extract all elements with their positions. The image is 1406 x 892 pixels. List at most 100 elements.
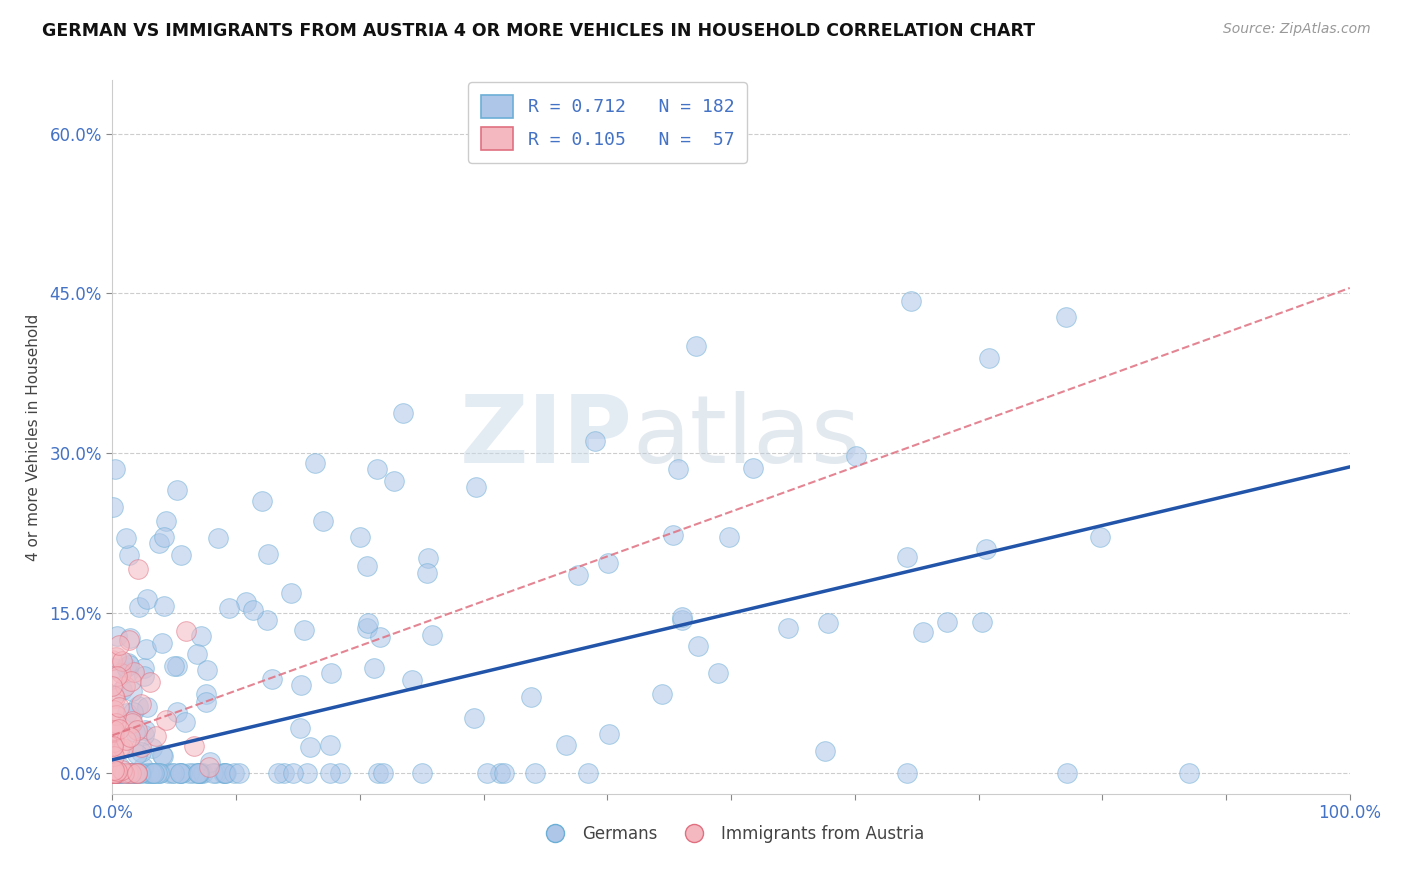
Point	[103, 739, 125, 753]
Point	[463, 711, 485, 725]
Point	[685, 339, 707, 353]
Point	[707, 665, 730, 680]
Point	[391, 406, 413, 420]
Point	[583, 434, 606, 449]
Point	[896, 765, 918, 780]
Point	[356, 558, 378, 573]
Point	[141, 765, 163, 780]
Point	[103, 748, 125, 763]
Point	[115, 532, 138, 546]
Point	[101, 765, 124, 780]
Point	[319, 665, 342, 680]
Point	[224, 765, 246, 780]
Point	[778, 621, 800, 635]
Point	[977, 351, 1000, 365]
Point	[211, 765, 233, 780]
Point	[187, 765, 209, 780]
Point	[104, 716, 127, 731]
Point	[304, 456, 326, 470]
Point	[845, 449, 868, 463]
Point	[367, 765, 389, 780]
Point	[194, 687, 217, 701]
Point	[201, 765, 224, 780]
Point	[136, 699, 159, 714]
Point	[215, 765, 238, 780]
Point	[817, 615, 839, 630]
Point	[107, 765, 129, 780]
Point	[117, 765, 139, 780]
Point	[420, 628, 443, 642]
Point	[145, 729, 167, 743]
Point	[107, 765, 129, 780]
Point	[183, 739, 205, 753]
Point	[207, 531, 229, 545]
Point	[155, 713, 177, 727]
Point	[108, 741, 131, 756]
Point	[489, 765, 512, 780]
Point	[127, 562, 149, 576]
Point	[101, 741, 124, 756]
Point	[146, 765, 169, 780]
Point	[118, 632, 141, 647]
Point	[356, 621, 378, 635]
Point	[124, 725, 146, 739]
Point	[195, 663, 218, 677]
Point	[118, 657, 141, 672]
Point	[125, 723, 148, 737]
Point	[114, 660, 136, 674]
Point	[136, 765, 159, 780]
Y-axis label: 4 or more Vehicles in Household: 4 or more Vehicles in Household	[27, 313, 41, 561]
Point	[121, 714, 143, 729]
Point	[104, 690, 127, 705]
Point	[319, 739, 342, 753]
Point	[181, 765, 204, 780]
Point	[105, 669, 128, 683]
Point	[262, 673, 284, 687]
Point	[132, 660, 155, 674]
Point	[103, 661, 125, 675]
Point	[163, 658, 186, 673]
Point	[115, 765, 138, 780]
Point	[312, 514, 335, 528]
Point	[197, 759, 219, 773]
Point	[121, 765, 143, 780]
Point	[288, 721, 311, 735]
Point	[111, 682, 134, 697]
Point	[103, 723, 125, 737]
Point	[292, 623, 315, 637]
Point	[129, 746, 152, 760]
Point	[127, 699, 149, 714]
Point	[153, 599, 176, 613]
Point	[125, 765, 148, 780]
Point	[135, 642, 157, 657]
Point	[205, 765, 228, 780]
Point	[177, 765, 200, 780]
Point	[110, 765, 132, 780]
Point	[214, 765, 236, 780]
Point	[104, 650, 127, 665]
Point	[242, 602, 264, 616]
Point	[814, 744, 837, 758]
Point	[256, 613, 278, 627]
Point	[718, 530, 741, 544]
Point	[104, 765, 127, 780]
Point	[492, 765, 515, 780]
Point	[104, 765, 127, 780]
Point	[128, 600, 150, 615]
Point	[160, 765, 183, 780]
Point	[200, 755, 222, 769]
Point	[114, 679, 136, 693]
Point	[110, 666, 132, 681]
Point	[900, 294, 922, 309]
Point	[666, 462, 689, 476]
Point	[142, 765, 165, 780]
Point	[153, 530, 176, 544]
Point	[152, 748, 174, 763]
Point	[190, 629, 212, 643]
Point	[107, 699, 129, 714]
Point	[115, 706, 138, 720]
Point	[104, 462, 127, 476]
Point	[132, 728, 155, 742]
Point	[122, 706, 145, 720]
Point	[129, 697, 152, 711]
